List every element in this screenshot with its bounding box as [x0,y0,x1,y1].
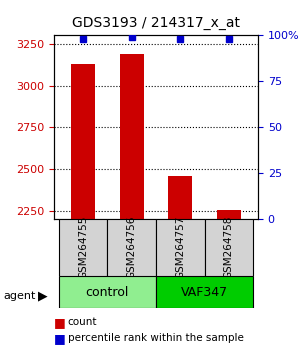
Text: control: control [86,286,129,298]
Text: ■: ■ [54,332,66,344]
Title: GDS3193 / 214317_x_at: GDS3193 / 214317_x_at [72,16,240,30]
Bar [71,64,95,219]
FancyBboxPatch shape [59,276,156,308]
Text: GSM264756: GSM264756 [127,216,137,280]
Text: percentile rank within the sample: percentile rank within the sample [68,333,243,343]
FancyBboxPatch shape [156,276,253,308]
Text: ■: ■ [54,316,66,329]
Bar [168,176,192,219]
FancyBboxPatch shape [59,219,107,276]
FancyBboxPatch shape [156,219,205,276]
Bar [217,210,241,219]
Text: VAF347: VAF347 [181,286,228,298]
FancyBboxPatch shape [107,219,156,276]
Text: count: count [68,317,97,327]
Text: ▶: ▶ [38,289,47,302]
Text: GSM264757: GSM264757 [175,216,185,280]
Text: GSM264758: GSM264758 [224,216,234,280]
Bar [120,54,144,219]
Text: agent: agent [3,291,35,301]
FancyBboxPatch shape [205,219,253,276]
Text: GSM264755: GSM264755 [78,216,88,280]
